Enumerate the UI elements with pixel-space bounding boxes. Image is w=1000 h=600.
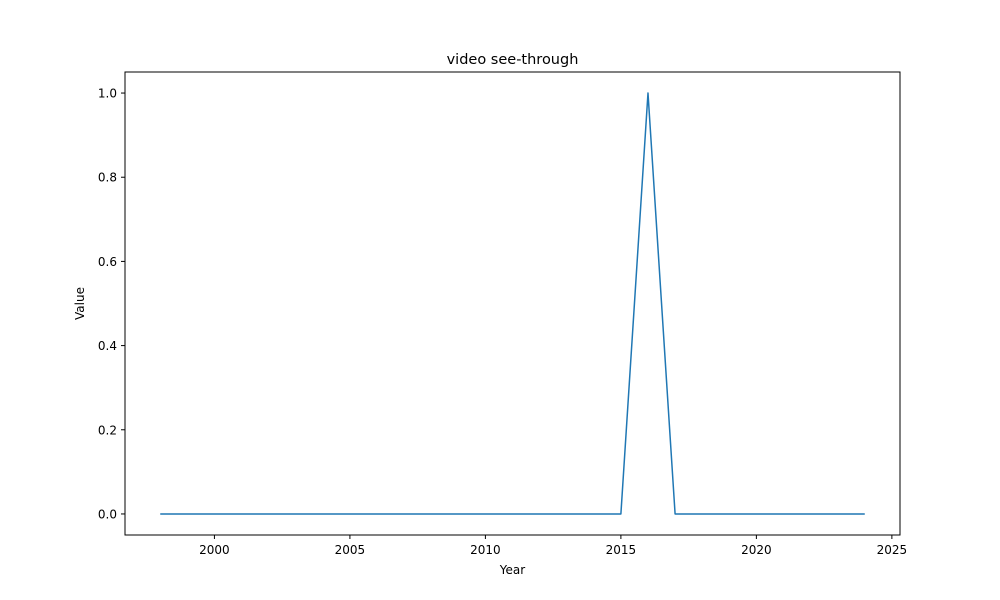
y-tick-label: 0.8 <box>98 171 117 185</box>
axes-frame <box>124 71 901 536</box>
x-tick-label: 2015 <box>606 543 637 557</box>
y-axis-title: Value <box>73 287 87 320</box>
plot-area: 2000 2005 2010 2015 2020 2025 0.0 0.2 0.4 0.6 0.8… <box>98 71 907 557</box>
chart-title: video see-through <box>447 52 579 68</box>
y-tick-label: 0.6 <box>98 255 117 269</box>
series-layer <box>160 92 865 515</box>
y-axis-ticks: 0.0 0.2 0.4 0.6 0.8 1.0 <box>98 87 125 521</box>
y-tick-label: 0.0 <box>98 507 117 521</box>
y-tick-label: 1.0 <box>98 87 117 101</box>
y-tick-label: 0.4 <box>98 339 117 353</box>
y-tick-label: 0.2 <box>98 423 117 437</box>
x-tick-label: 2020 <box>741 543 772 557</box>
x-axis-title: Year <box>499 563 525 577</box>
x-axis-ticks: 2000 2005 2010 2015 2020 2025 <box>199 535 907 557</box>
series-line <box>160 92 865 515</box>
x-tick-label: 2005 <box>335 543 366 557</box>
x-tick-label: 2000 <box>199 543 230 557</box>
x-tick-label: 2010 <box>470 543 501 557</box>
x-tick-label: 2025 <box>877 543 908 557</box>
